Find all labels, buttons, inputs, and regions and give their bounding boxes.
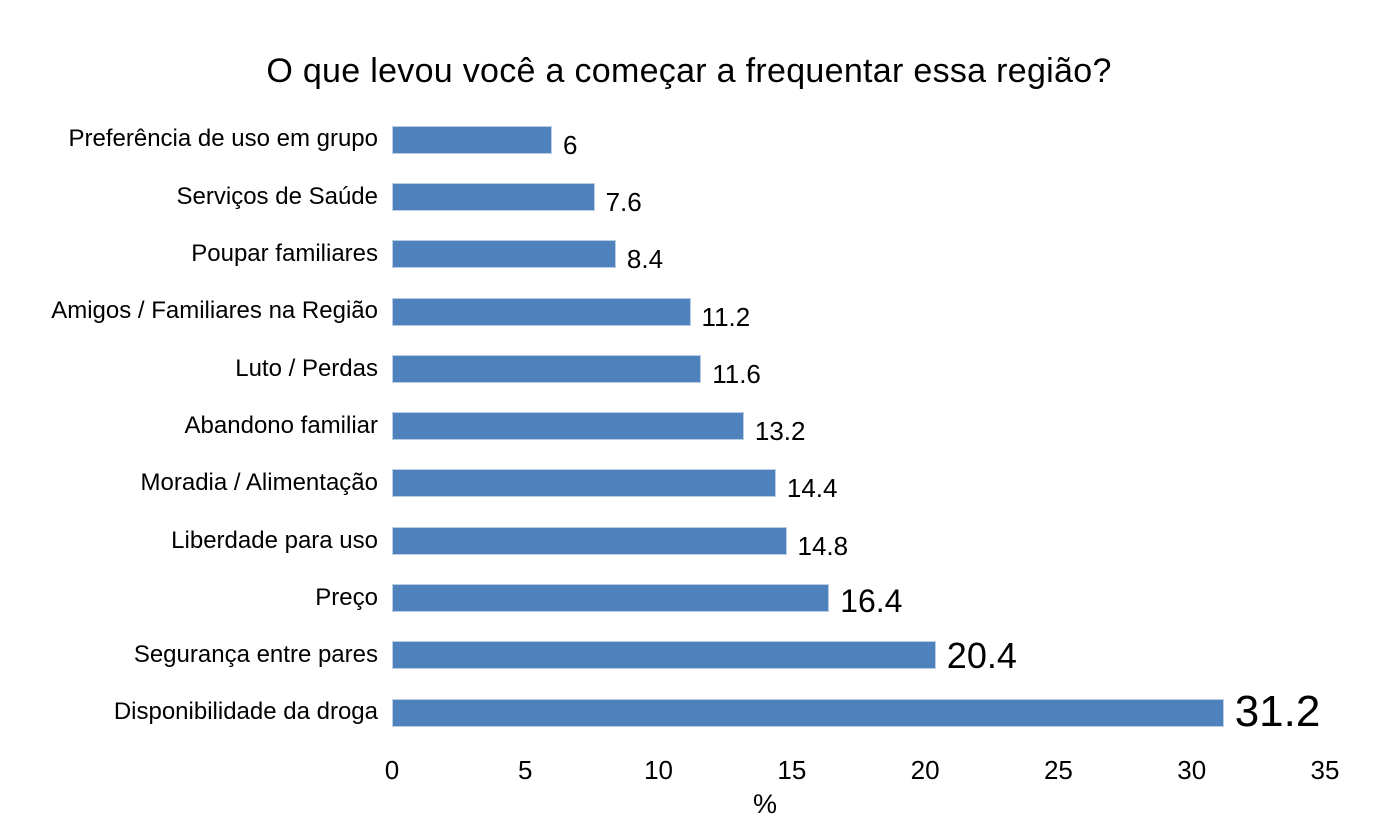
x-axis-tick: 5 [518,755,533,785]
x-axis-tick: 35 [1310,755,1340,785]
bar-track: 11.6 [392,354,1325,387]
bar-track: 11.2 [392,297,1325,330]
chart-title: O que levou você a começar a frequentar … [266,52,1112,90]
value-label: 14.8 [797,530,849,561]
value-label: 6 [562,129,578,160]
value-label: 11.6 [712,358,761,389]
bar-row: Liberdade para uso 14.8 [0,512,1325,569]
value-label: 14.4 [786,473,838,504]
value-label: 13.2 [754,416,806,447]
bar-track: 16.4 [392,584,1325,617]
bar-track: 7.6 [392,182,1325,215]
bar-track: 31.2 [392,689,1325,733]
value-label: 16.4 [840,583,903,620]
bar [392,526,787,555]
category-label: Abandono familiar [184,411,378,439]
bar-row: Amigos / Familiares na Região 11.2 [0,283,1325,340]
value-label: 7.6 [605,186,642,217]
bar-row: Serviços de Saúde 7.6 [0,168,1325,225]
value-label: 31.2 [1234,686,1321,736]
x-axis-tick: 20 [910,755,940,785]
x-axis-label: % [752,789,778,819]
x-axis-tick: 25 [1043,755,1073,785]
category-label: Poupar familiares [191,240,378,268]
category-label: Serviços de Saúde [176,182,378,210]
category-label: Moradia / Alimentação [140,469,378,497]
bar [392,240,616,269]
x-axis-tick: 10 [644,755,674,785]
bar-row: Preço 16.4 [0,569,1325,626]
bar-track: 13.2 [392,412,1325,444]
bar [392,297,691,326]
bar-row: Poupar familiares 8.4 [0,226,1325,283]
category-label: Segurança entre pares [133,641,378,669]
category-label: Preço [315,583,378,611]
x-axis-tick: 0 [384,755,400,785]
bar-track: 20.4 [392,638,1325,674]
bar [392,698,1224,727]
bar [392,125,552,154]
bar-track: 6 [392,125,1325,158]
bar-row: Abandono familiar 13.2 [0,397,1325,454]
bar-row: Luto / Perdas 11.6 [0,340,1325,397]
bar-row: Segurança entre pares 20.4 [0,627,1325,684]
bar-row: Preferência de uso em grupo 6 [0,111,1325,168]
bar [392,469,776,498]
value-label: 20.4 [946,635,1017,677]
bar-track: 14.8 [392,526,1325,559]
category-label: Amigos / Familiares na Região [51,297,378,325]
bar-track: 14.4 [392,469,1325,501]
category-label: Preferência de uso em grupo [68,125,378,153]
bar-row: Disponibilidade da droga 31.2 [0,684,1325,741]
x-axis-tick: 15 [777,755,807,785]
category-label: Luto / Perdas [235,354,378,382]
category-label: Disponibilidade da droga [113,698,378,726]
bar-row: Moradia / Alimentação 14.4 [0,455,1325,512]
plot-area: Preferência de uso em grupo 6 Serviços de … [0,111,1325,741]
bar [392,641,936,670]
bar [392,182,595,211]
value-label: 11.2 [701,301,751,332]
category-label: Liberdade para uso [171,526,378,554]
bar [392,354,702,383]
x-axis-tick: 30 [1177,755,1207,785]
x-axis: 0 5 10 15 20 25 30 35 [385,755,1340,787]
bar [392,584,830,613]
bar [392,412,744,441]
value-label: 8.4 [626,244,664,275]
bar-track: 8.4 [392,240,1325,272]
